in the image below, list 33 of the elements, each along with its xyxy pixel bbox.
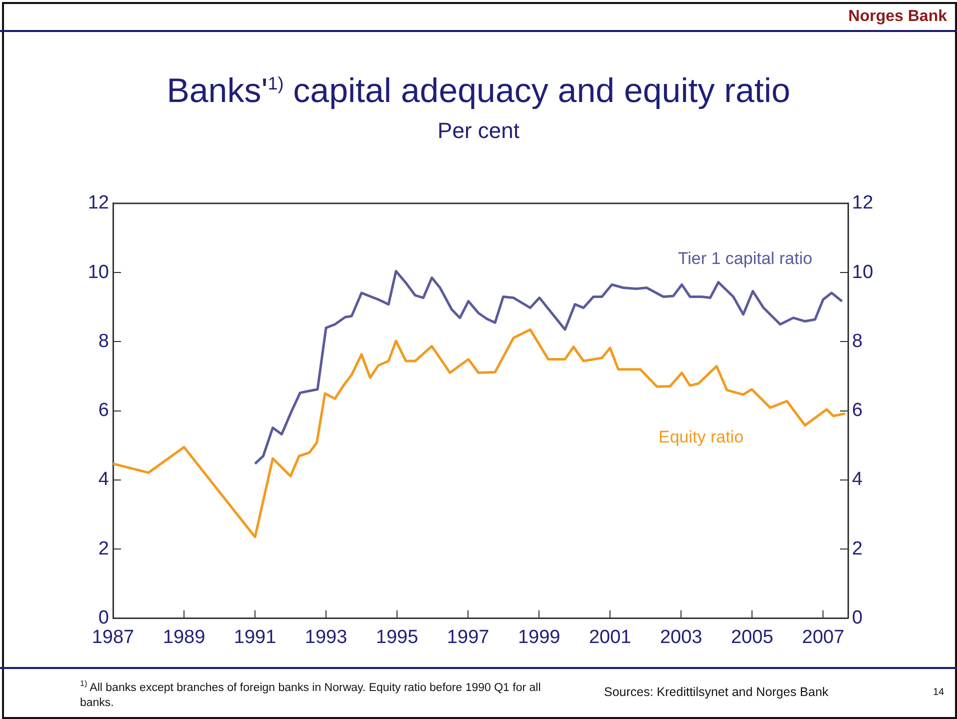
- chart-subtitle: Per cent: [436, 118, 520, 144]
- y-tick-label: 6: [98, 400, 109, 422]
- y2-tick-label: 4: [852, 469, 863, 490]
- y2-tick-label: 0: [852, 607, 863, 628]
- x-tick-label: 1995: [376, 626, 418, 648]
- y-tick-label: 10: [88, 262, 109, 283]
- y-tick-label: 8: [98, 330, 109, 352]
- text: 14: [933, 687, 944, 698]
- x-tick-label: 2007: [802, 626, 844, 648]
- y2-tick-label: 6: [852, 400, 863, 422]
- chart-title: Banks'$^{1)}$ capital adequacy and equity ratio: [166, 72, 792, 111]
- source-note: Sources: Kredittilsynet and Norges Bank: [604, 685, 828, 699]
- x-tick-label: 2005: [730, 626, 774, 648]
- x-tick-label: 1997: [446, 626, 490, 648]
- series-label: Equity ratio: [658, 427, 744, 446]
- x-tick-label: 2001: [588, 626, 632, 648]
- y-tick-label: 0: [98, 607, 109, 628]
- y2-tick-label: 8: [852, 330, 863, 352]
- x-tick-label: 1993: [304, 626, 348, 648]
- y2-tick-label: 2: [852, 538, 863, 560]
- x-tick-label: 1999: [518, 626, 560, 648]
- y2-tick-label: 10: [852, 262, 874, 283]
- y-tick-label: 2: [98, 538, 109, 560]
- y2-tick-label: 12: [852, 192, 874, 214]
- x-tick-label: 2003: [660, 626, 702, 648]
- x-tick-label: 1989: [162, 626, 206, 648]
- x-tick-label: 1991: [234, 626, 276, 648]
- text: $^{1)}$ All banks except branches of foreign banks in Norway. Equity ratio before 1990 Q1 for all banks.: [80, 678, 542, 711]
- series-label: Tier 1 capital ratio: [678, 249, 812, 268]
- text: Norges Bank: [848, 8, 947, 26]
- x-tick-label: 1987: [92, 626, 134, 648]
- y-tick-label: 12: [88, 192, 109, 214]
- y-tick-label: 4: [98, 469, 110, 490]
